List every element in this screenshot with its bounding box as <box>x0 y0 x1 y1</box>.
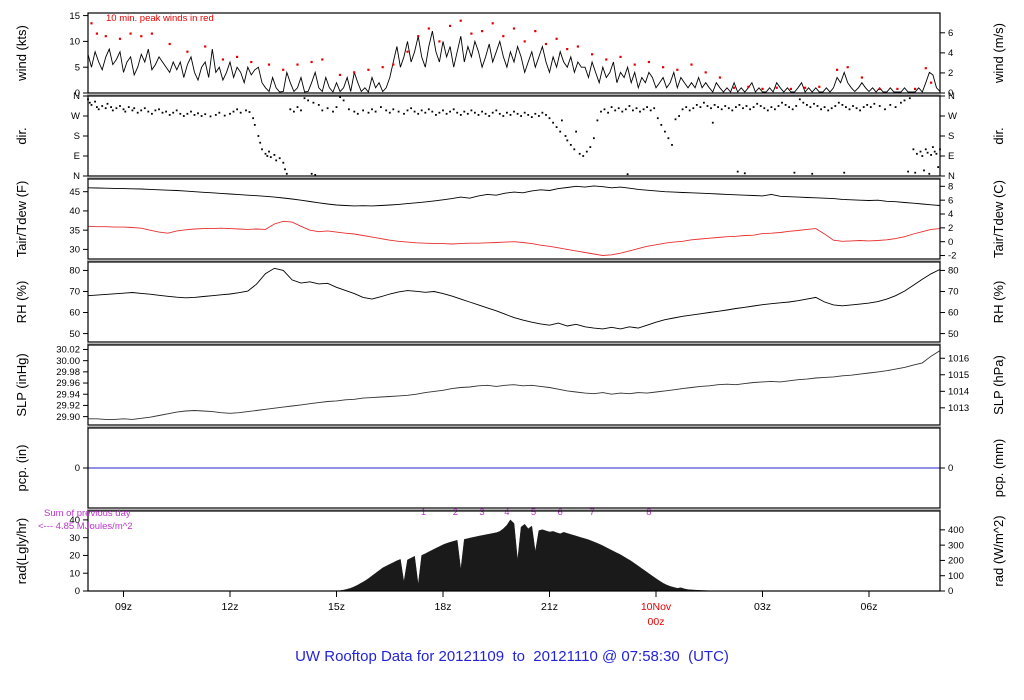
svg-text:0: 0 <box>948 463 953 474</box>
svg-text:30: 30 <box>69 533 80 544</box>
svg-text:50: 50 <box>948 329 959 340</box>
svg-text:S: S <box>74 131 80 142</box>
svg-text:06z: 06z <box>861 601 878 613</box>
svg-text:1013: 1013 <box>948 403 969 414</box>
svg-text:4: 4 <box>504 507 509 518</box>
svg-text:4: 4 <box>948 48 953 59</box>
svg-text:18z: 18z <box>435 601 452 613</box>
svg-text:29.92: 29.92 <box>56 401 80 412</box>
svg-text:100: 100 <box>948 571 964 582</box>
svg-text:21z: 21z <box>541 601 558 613</box>
svg-text:6: 6 <box>948 28 953 39</box>
svg-text:29.90: 29.90 <box>56 412 80 423</box>
svg-text:10: 10 <box>69 568 80 579</box>
wind-peaks-annotation: 10 min. peak winds in red <box>106 13 214 24</box>
svg-text:20: 20 <box>69 551 80 562</box>
svg-text:N: N <box>948 91 955 102</box>
svg-text:09z: 09z <box>115 601 132 613</box>
svg-text:0: 0 <box>948 237 953 248</box>
svg-text:8: 8 <box>646 507 651 518</box>
svg-text:30: 30 <box>69 245 80 256</box>
svg-text:29.98: 29.98 <box>56 367 80 378</box>
x-axis: 09z 12z 15z 18z 21z 10Nov 00z 03z 06z <box>115 591 877 628</box>
svg-text:5: 5 <box>75 62 80 73</box>
svg-text:0: 0 <box>948 88 953 99</box>
panel-humidity: 50 60 70 80 50 60 70 80 <box>69 261 959 345</box>
svg-text:29.96: 29.96 <box>56 378 80 389</box>
svg-text:2: 2 <box>948 68 953 79</box>
svg-text:5: 5 <box>531 507 536 518</box>
svg-text:80: 80 <box>69 266 80 277</box>
svg-text:S: S <box>948 131 954 142</box>
svg-text:1: 1 <box>421 507 426 518</box>
svg-text:60: 60 <box>948 308 959 319</box>
svg-text:N: N <box>73 171 80 182</box>
svg-text:4: 4 <box>948 209 953 220</box>
svg-text:W: W <box>948 111 957 122</box>
rad-sum-annotation-line2: <--- 4.85 MJoules/m^2 <box>38 521 133 532</box>
svg-text:15z: 15z <box>328 601 345 613</box>
svg-text:15: 15 <box>69 11 80 22</box>
svg-text:2: 2 <box>948 223 953 234</box>
svg-text:E: E <box>948 151 954 162</box>
panel-wind: 0 5 10 15 0 2 4 6 <box>69 11 953 99</box>
rad-sum-annotation-line1: Sum of previous day <box>44 508 131 519</box>
svg-text:6: 6 <box>558 507 563 518</box>
svg-text:N: N <box>73 91 80 102</box>
svg-text:E: E <box>74 151 80 162</box>
svg-text:0: 0 <box>75 586 80 597</box>
svg-text:7: 7 <box>589 507 594 518</box>
svg-text:N: N <box>948 171 955 182</box>
svg-text:W: W <box>71 111 80 122</box>
svg-text:30.00: 30.00 <box>56 356 80 367</box>
svg-text:70: 70 <box>948 287 959 298</box>
svg-text:6: 6 <box>948 195 953 206</box>
svg-text:80: 80 <box>948 266 959 277</box>
svg-text:45: 45 <box>69 187 80 198</box>
svg-text:29.94: 29.94 <box>56 389 80 400</box>
y-axis-label-left-rad: rad(Lgly/hr) <box>14 517 29 585</box>
svg-text:3: 3 <box>479 507 484 518</box>
chart-title: UW Rooftop Data for 20121109 to 20121110… <box>295 648 729 665</box>
svg-text:40: 40 <box>69 206 80 217</box>
svg-text:1016: 1016 <box>948 353 969 364</box>
svg-text:00z: 00z <box>648 616 665 628</box>
svg-text:0: 0 <box>75 463 80 474</box>
svg-text:03z: 03z <box>754 601 771 613</box>
svg-text:70: 70 <box>69 287 80 298</box>
svg-text:200: 200 <box>948 556 964 567</box>
svg-text:40: 40 <box>69 515 80 526</box>
svg-text:0: 0 <box>75 88 80 99</box>
svg-text:30.02: 30.02 <box>56 345 80 356</box>
svg-text:8: 8 <box>948 182 953 193</box>
svg-text:35: 35 <box>69 225 80 236</box>
svg-text:1015: 1015 <box>948 370 969 381</box>
svg-text:12z: 12z <box>222 601 239 613</box>
svg-text:400: 400 <box>948 525 964 536</box>
svg-text:1014: 1014 <box>948 387 969 398</box>
svg-text:60: 60 <box>69 308 80 319</box>
svg-text:50: 50 <box>69 329 80 340</box>
svg-text:10Nov: 10Nov <box>641 601 672 613</box>
svg-text:300: 300 <box>948 540 964 551</box>
panel-temperature: 30 35 40 45 -2 0 2 4 6 8 <box>69 178 956 262</box>
svg-text:-2: -2 <box>948 251 956 262</box>
svg-text:10: 10 <box>69 37 80 48</box>
svg-text:2: 2 <box>453 507 458 518</box>
svg-text:0: 0 <box>948 586 953 597</box>
y-axis-label-right-rad: rad (W/m^2) <box>991 515 1006 587</box>
